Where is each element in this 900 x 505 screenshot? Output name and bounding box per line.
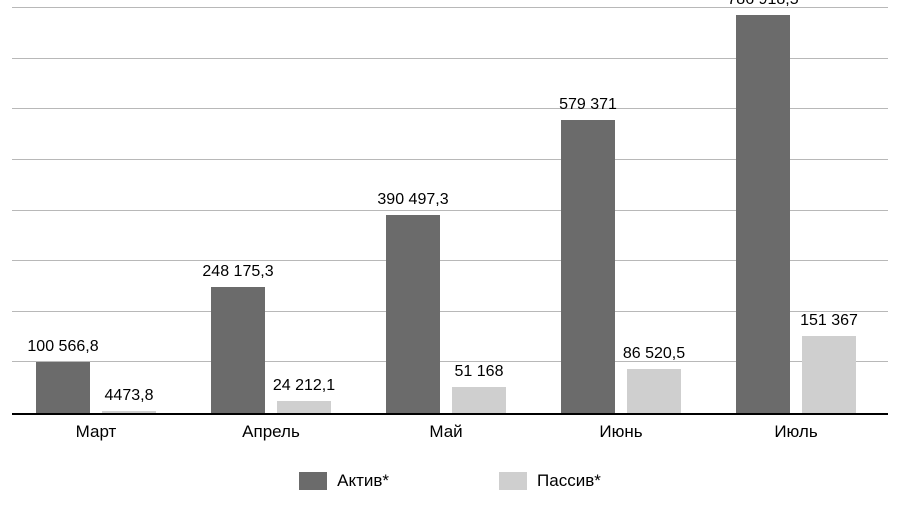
legend-label: Пассив* [537, 471, 601, 491]
bar-value-label: 786 918,5 [663, 0, 863, 9]
bar-value-label: 86 520,5 [554, 345, 754, 363]
bar-passive [102, 411, 156, 413]
bar-passive [452, 387, 506, 413]
plot-area: 100 566,84473,8248 175,324 212,1390 497,… [12, 10, 888, 415]
chart: 100 566,8 4473,8 248 175,3 24 212,1 390 497,… [0, 0, 900, 505]
bar-value-label: 248 175,3 [138, 263, 338, 281]
legend: Актив* Пассив* [0, 462, 900, 500]
legend-swatch [499, 472, 527, 490]
x-axis-labels: Март Апрель Май Июнь Июль [12, 422, 888, 450]
bar-active [561, 120, 615, 413]
bar-active [736, 15, 790, 413]
bar-passive [277, 401, 331, 413]
legend-item: Пассив* [499, 471, 601, 491]
x-axis-label: Май [429, 422, 462, 442]
bar-value-label: 151 367 [729, 312, 900, 330]
bar-passive [802, 336, 856, 413]
legend-swatch [299, 472, 327, 490]
x-axis-label: Апрель [242, 422, 300, 442]
bar-passive [627, 369, 681, 413]
bar-value-label: 390 497,3 [313, 191, 513, 209]
x-axis-label: Июль [774, 422, 817, 442]
x-axis-label: Июнь [599, 422, 642, 442]
bar-active [386, 215, 440, 413]
bar-value-label: 100 566,8 [0, 338, 163, 356]
x-axis-label: Март [76, 422, 117, 442]
bar-value-label: 579 371 [488, 96, 688, 114]
legend-item: Актив* [299, 471, 389, 491]
legend-label: Актив* [337, 471, 389, 491]
bar-value-label: 24 212,1 [204, 377, 404, 395]
bar-value-label: 51 168 [379, 363, 579, 381]
bar-value-label: 4473,8 [29, 387, 229, 405]
